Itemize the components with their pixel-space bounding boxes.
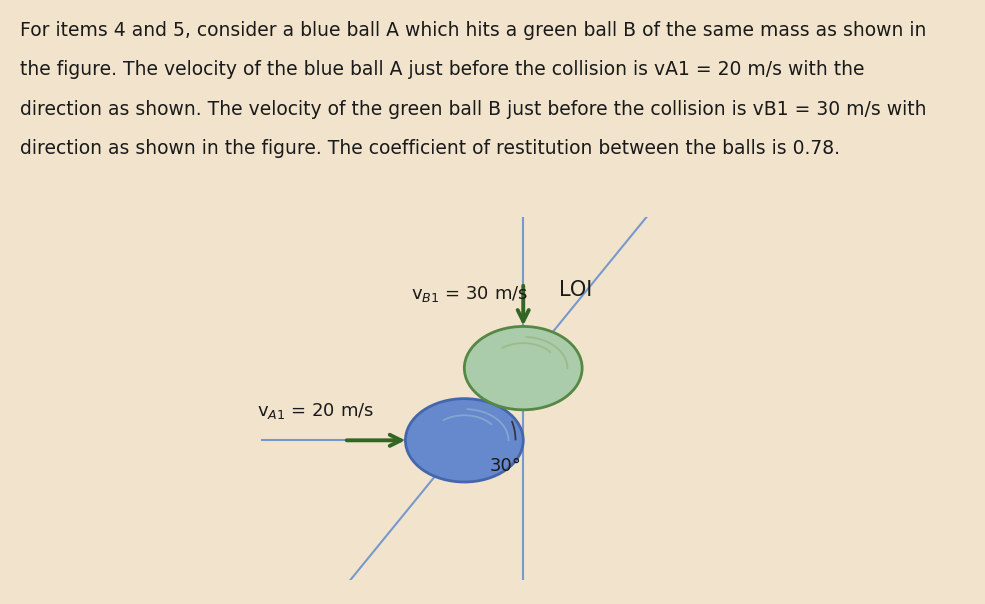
Text: v$_{B1}$ = 30 m/s: v$_{B1}$ = 30 m/s: [411, 284, 528, 304]
Text: v$_{A1}$ = 20 m/s: v$_{A1}$ = 20 m/s: [257, 401, 374, 422]
Text: direction as shown in the figure. The coefficient of restitution between the bal: direction as shown in the figure. The co…: [20, 139, 839, 158]
Text: direction as shown. The velocity of the green ball B just before the collision i: direction as shown. The velocity of the …: [20, 100, 926, 118]
Text: the figure. The velocity of the blue ball A just before the collision is vA1 = 2: the figure. The velocity of the blue bal…: [20, 60, 864, 79]
Text: LOI: LOI: [559, 280, 592, 300]
Text: 30°: 30°: [490, 457, 522, 475]
Text: For items 4 and 5, consider a blue ball A which hits a green ball B of the same : For items 4 and 5, consider a blue ball …: [20, 21, 926, 40]
Circle shape: [406, 399, 523, 482]
Circle shape: [464, 326, 582, 410]
